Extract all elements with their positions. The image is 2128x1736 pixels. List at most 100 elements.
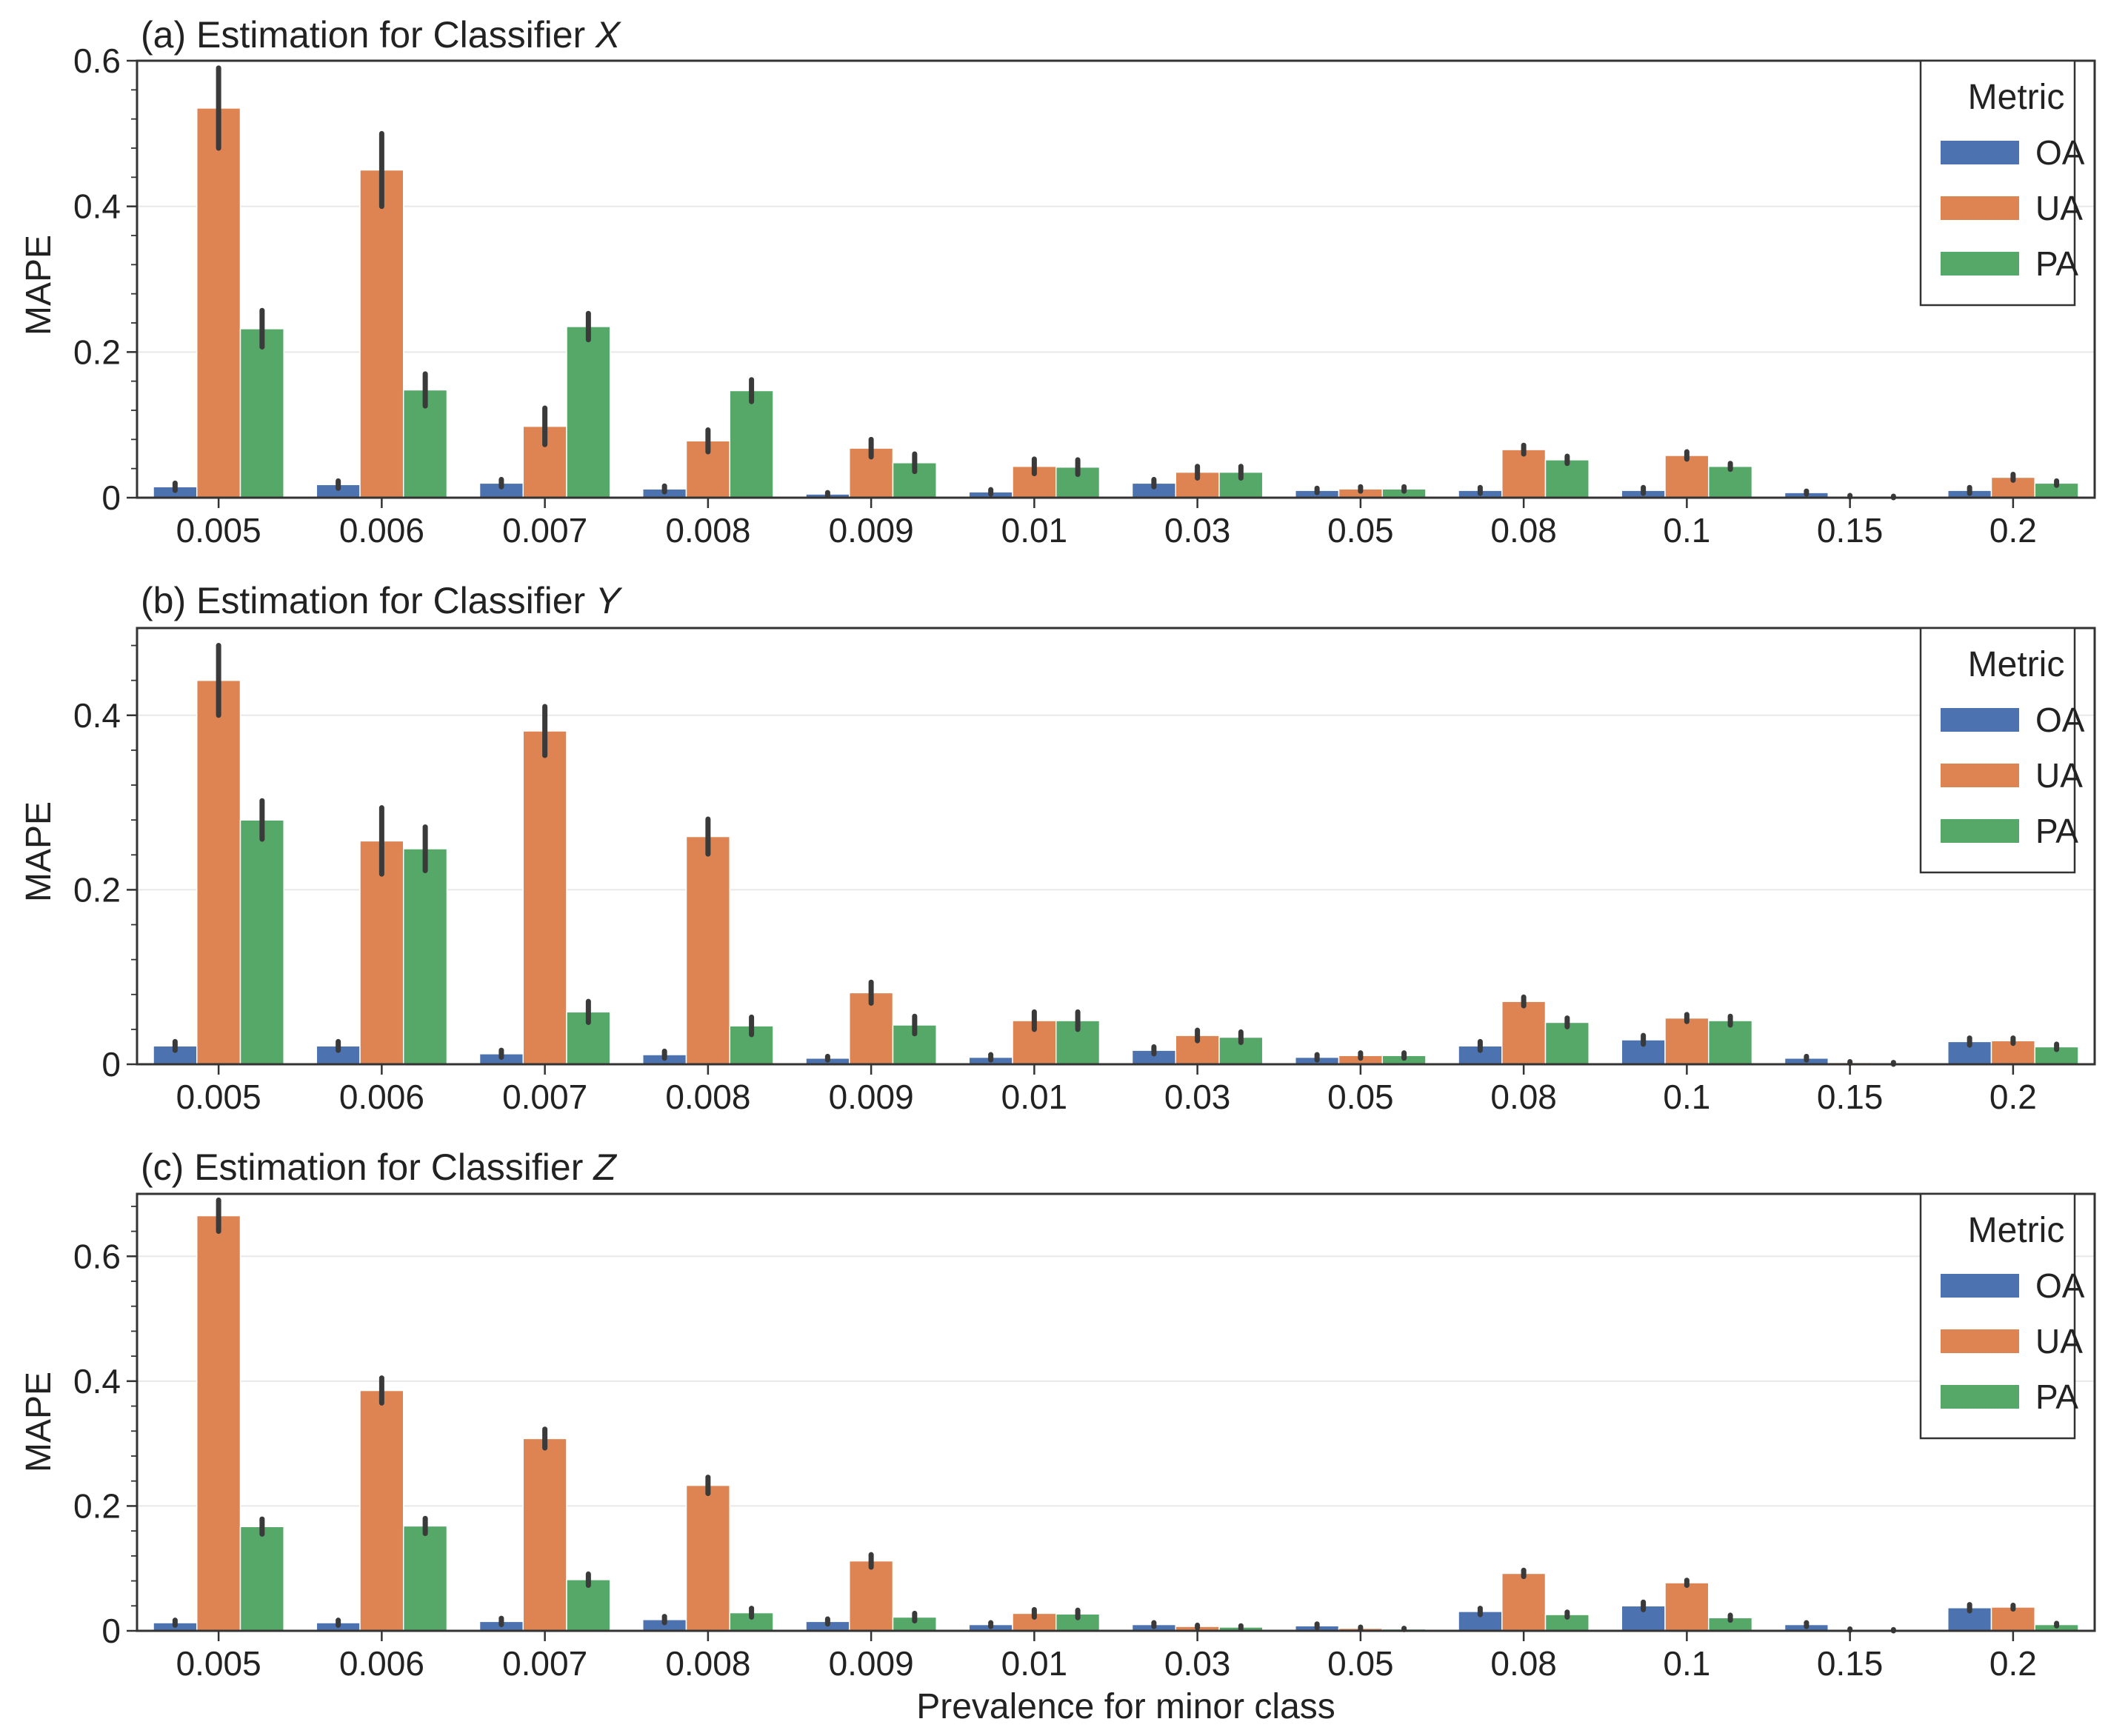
panel-b-y-tick-label: 0: [101, 1045, 121, 1084]
panel-c-bar-ua-0.08: [1501, 1572, 1547, 1632]
panel-b-x-tick-label: 0.006: [339, 1078, 424, 1116]
panel-a-x-tick-label: 0.009: [829, 511, 914, 550]
panel-b-bar-ua-0.008: [685, 835, 730, 1065]
panel-b-x-tick-label: 0.03: [1164, 1078, 1231, 1116]
legend-label-pa: PA: [2035, 812, 2078, 850]
panel-a-bar-ua-0.1: [1664, 455, 1710, 498]
panel-a-x-tick-label: 0.008: [665, 511, 750, 550]
legend-swatch-oa: [1941, 141, 2019, 164]
panel-c-bar-pa-0.006: [402, 1525, 448, 1632]
panel-a-bar-ua-0.005: [196, 107, 241, 498]
panel-c-y-tick-label: 0.2: [73, 1486, 121, 1525]
panel-b-x-tick-label: 0.009: [829, 1078, 914, 1116]
panel-a-x-tick-label: 0.1: [1663, 511, 1710, 550]
panel-a-x-tick-label: 0.2: [1989, 511, 2037, 550]
panel-a-x-tick-label: 0.05: [1327, 511, 1394, 550]
panel-c-bar-pa-0.007: [566, 1579, 611, 1632]
panel-c-bar-ua-0.007: [522, 1438, 567, 1632]
panel-a-x-tick-label: 0.007: [502, 511, 587, 550]
panel-c-legend: Metric OA UA PA: [1919, 1192, 2085, 1440]
panel-b-x-tick-label: 0.2: [1989, 1078, 2037, 1116]
panel-a-bar-ua-0.08: [1501, 449, 1547, 498]
panel-a-title: (a) Estimation for Classifier X: [141, 14, 621, 56]
panel-c-y-tick-label: 0.4: [73, 1362, 121, 1401]
legend-title: Metric: [1968, 78, 2065, 117]
panel-a-y-tick-label: 0.4: [73, 187, 121, 226]
panel-a-x-tick-label: 0.005: [176, 511, 261, 550]
panel-a-x-tick-label: 0.006: [339, 511, 424, 550]
panel-b-bar-pa-0.006: [402, 848, 448, 1065]
panel-a: (a) Estimation for Classifier X MAPE 0 0.…: [19, 14, 2096, 550]
panel-b-x-tick-label: 0.01: [1001, 1078, 1068, 1116]
panel-a-y-tick-label: 0: [101, 478, 121, 517]
panel-a-y-axis-label: MAPE: [19, 235, 59, 335]
panel-b-bar-pa-0.005: [239, 819, 284, 1065]
panel-a-y-tick-label: 0.6: [73, 41, 121, 80]
panel-c-gridlines: [137, 1255, 2095, 1507]
panel-c-y-axis-label: MAPE: [19, 1372, 59, 1472]
panel-c-bars: [153, 1197, 2079, 1634]
panel-b-bar-pa-0.03: [1218, 1036, 1264, 1065]
panel-c-x-tick-label: 0.03: [1164, 1644, 1231, 1683]
legend-swatch-oa: [1941, 708, 2019, 732]
legend-swatch-pa: [1941, 252, 2019, 276]
panel-a-x-tick-label: 0.08: [1490, 511, 1557, 550]
panel-c-x-tick-label: 0.005: [176, 1644, 261, 1683]
panel-b-x-tick-label: 0.08: [1490, 1078, 1557, 1116]
legend-label-ua: UA: [2035, 756, 2083, 795]
panel-b-x-tick-label: 0.1: [1663, 1078, 1710, 1116]
panel-c-bar-ua-0.006: [359, 1389, 404, 1632]
panel-c-x-tick-label: 0.08: [1490, 1644, 1557, 1683]
panel-b-bar-ua-0.005: [196, 679, 241, 1065]
legend-label-oa: OA: [2035, 701, 2085, 739]
panel-c-x-tick-label: 0.007: [502, 1644, 587, 1683]
panel-c-frame: [136, 1192, 2096, 1632]
panel-b-x-tick-label: 0.008: [665, 1078, 750, 1116]
legend-label-pa: PA: [2035, 1378, 2078, 1416]
panel-b-x-tick-label: 0.15: [1817, 1078, 1884, 1116]
panel-a-y-tick-label: 0.2: [73, 333, 121, 371]
legend-swatch-pa: [1941, 819, 2019, 843]
panel-b-gridlines: [137, 714, 2095, 891]
panel-b: (b) Estimation for Classifier Y MAPE 0 0.…: [19, 580, 2096, 1116]
panel-c-x-tick-label: 0.05: [1327, 1644, 1394, 1683]
panel-a-bar-pa-0.007: [566, 326, 611, 498]
legend-label-oa: OA: [2035, 1266, 2085, 1305]
panel-c-y-tick-label: 0: [101, 1612, 121, 1650]
panel-c-x-tick-label: 0.006: [339, 1644, 424, 1683]
panel-a-bar-pa-0.005: [239, 328, 284, 498]
panel-c-x-tick-label: 0.008: [665, 1644, 750, 1683]
legend-swatch-pa: [1941, 1385, 2019, 1409]
panel-c: (c) Estimation for Classifier Z MAPE 0 0.…: [19, 1146, 2096, 1683]
panel-c-x-tick-label: 0.1: [1663, 1644, 1710, 1683]
legend-title: Metric: [1968, 645, 2065, 684]
panel-c-bar-ua-0.005: [196, 1215, 241, 1632]
panel-b-y-axis-label: MAPE: [19, 801, 59, 902]
panel-b-y-tick-label: 0.4: [73, 696, 121, 735]
panel-a-legend: Metric OA UA PA: [1919, 59, 2085, 307]
legend-swatch-ua: [1941, 196, 2019, 220]
panel-b-bar-ua-0.007: [522, 730, 567, 1065]
panel-b-bar-ua-0.08: [1501, 1001, 1547, 1065]
panel-c-bar-ua-0.009: [849, 1560, 894, 1632]
panel-c-x-tick-label: 0.009: [829, 1644, 914, 1683]
panel-b-legend: Metric OA UA PA: [1919, 627, 2085, 874]
panel-b-y-tick-label: 0.2: [73, 870, 121, 909]
panel-a-x-tick-label: 0.03: [1164, 511, 1231, 550]
panel-b-frame: [136, 627, 2096, 1066]
panel-a-bar-ua-0.006: [359, 169, 404, 498]
panel-a-frame: [136, 59, 2096, 499]
x-axis-label: Prevalence for minor class: [916, 1687, 1335, 1726]
panel-c-axes: 0 0.2 0.4 0.6 0.005 0.006 0.007 0.008 0.009 0.01 0…: [73, 1192, 2096, 1683]
panel-b-bar-pa-0.1: [1707, 1020, 1753, 1065]
legend-label-ua: UA: [2035, 1322, 2083, 1361]
panel-a-bar-pa-0.008: [729, 390, 774, 498]
panel-b-bar-oa-0.2: [1947, 1041, 1992, 1065]
panel-c-y-tick-label: 0.6: [73, 1237, 121, 1275]
legend-label-oa: OA: [2035, 133, 2085, 172]
legend-label-pa: PA: [2035, 244, 2078, 283]
legend-swatch-oa: [1941, 1274, 2019, 1298]
panel-c-bar-pa-0.005: [239, 1526, 284, 1632]
panel-a-x-tick-label: 0.01: [1001, 511, 1068, 550]
